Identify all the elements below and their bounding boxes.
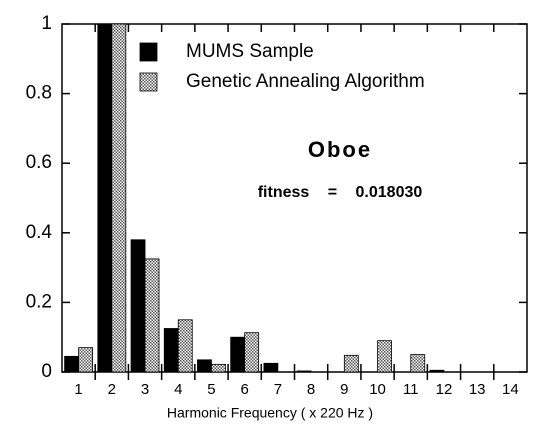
bar: [78, 347, 94, 373]
x-tick-label: 5: [207, 381, 215, 398]
bar: [211, 363, 226, 373]
bar: [111, 23, 127, 373]
x-tick-label: 11: [403, 381, 419, 398]
y-tick-label: 0: [41, 361, 52, 382]
legend-swatch: [139, 42, 158, 62]
x-tick-label: 3: [141, 381, 149, 398]
legend-swatch: [139, 72, 158, 92]
y-tick-label: 0.2: [26, 291, 52, 312]
x-tick-label: 1: [74, 381, 82, 398]
bar: [130, 239, 146, 373]
bar: [343, 354, 359, 373]
bar: [377, 340, 392, 373]
x-tick-label: 7: [274, 381, 282, 398]
annotation: fitness = 0.018030: [258, 184, 423, 201]
x-tick-label: 8: [307, 381, 315, 398]
bar: [97, 23, 113, 373]
y-tick-label: 0.4: [26, 222, 53, 243]
x-tick-label: 13: [469, 381, 486, 398]
annotation: Oboe: [308, 137, 372, 162]
legend-label: Genetic Annealing Algorithm: [186, 71, 425, 92]
bar: [197, 359, 212, 373]
x-tick-label: 14: [502, 381, 519, 398]
y-tick-label: 1: [41, 13, 52, 34]
bar: [64, 355, 80, 373]
legend-label: MUMS Sample: [186, 41, 314, 62]
x-tick-label: 4: [174, 381, 182, 398]
bar: [296, 370, 312, 373]
x-tick-label: 9: [340, 381, 348, 398]
y-tick-label: 0.8: [26, 83, 52, 104]
x-axis-label: Harmonic Frequency ( x 220 Hz ): [167, 405, 373, 421]
x-tick-label: 6: [241, 381, 249, 398]
x-tick-label: 12: [436, 381, 453, 398]
bar: [263, 362, 279, 373]
bar: [144, 258, 160, 373]
bar: [163, 328, 179, 373]
x-tick-label: 2: [108, 381, 116, 398]
bar: [244, 332, 260, 373]
x-tick-label: 10: [369, 381, 386, 398]
bar: [177, 319, 193, 373]
bar: [410, 354, 426, 373]
bar: [230, 336, 246, 373]
y-tick-label: 0.6: [26, 152, 52, 173]
bar: [429, 369, 445, 373]
